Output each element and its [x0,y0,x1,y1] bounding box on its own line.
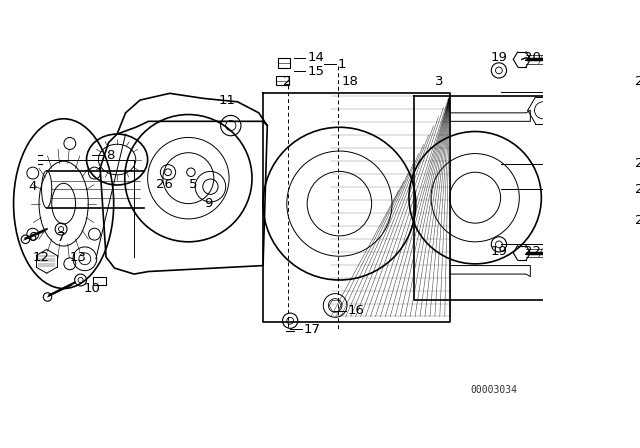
Text: 22: 22 [524,245,541,258]
Text: 23: 23 [635,157,640,170]
Bar [276,76,289,85]
Text: 16: 16 [348,304,365,317]
Text: 5: 5 [189,178,198,191]
Text: 14: 14 [307,51,324,64]
Text: 2: 2 [282,75,291,88]
Text: 21: 21 [635,75,640,88]
Text: 15: 15 [307,65,324,78]
Text: 13: 13 [70,251,86,264]
Bar [93,276,106,285]
Text: 9: 9 [204,197,212,210]
Text: 24: 24 [635,183,640,196]
Text: 7: 7 [57,231,65,244]
Text: 19: 19 [490,245,508,258]
Text: 19: 19 [490,51,508,64]
Bar [278,58,290,68]
Text: 18: 18 [341,75,358,88]
Text: 3: 3 [435,75,444,88]
Text: 4: 4 [28,180,36,193]
Text: 00003034: 00003034 [470,385,518,396]
Text: 8: 8 [106,149,115,162]
Text: 25: 25 [635,214,640,227]
Text: 1: 1 [338,58,346,71]
Text: 11: 11 [219,94,236,107]
Text: 12: 12 [32,251,49,264]
Text: 6: 6 [28,231,36,244]
Text: 10: 10 [83,282,100,295]
Text: 17: 17 [304,323,321,336]
Text: 26: 26 [156,178,173,191]
Text: 20: 20 [524,51,541,64]
